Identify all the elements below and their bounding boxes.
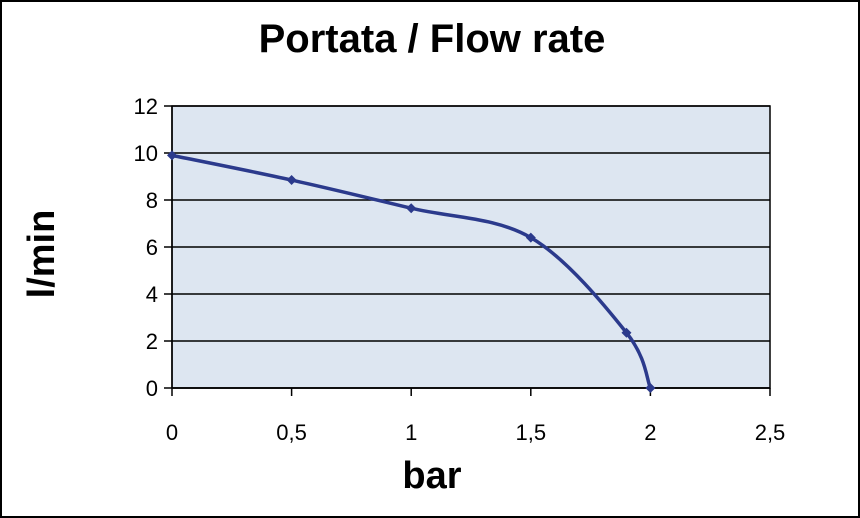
data-point-marker — [645, 383, 656, 393]
x-tick-label: 0,5 — [276, 420, 307, 445]
data-point-marker — [406, 203, 417, 214]
y-tick-label: 6 — [146, 235, 158, 260]
x-axis-label: bar — [402, 455, 461, 497]
y-tick-labels: 0 2 4 6 8 10 12 — [134, 94, 158, 401]
data-point-marker — [286, 175, 297, 186]
x-tick-label: 2 — [644, 420, 656, 445]
y-axis-label: l/min — [21, 210, 63, 299]
x-tick-label: 2,5 — [755, 420, 786, 445]
x-tick-label: 0 — [166, 420, 178, 445]
y-tick-label: 10 — [134, 141, 158, 166]
data-point-marker — [167, 150, 177, 161]
data-point-marker — [621, 327, 632, 338]
y-tick-label: 12 — [134, 94, 158, 119]
y-tick-label: 4 — [146, 282, 158, 307]
x-tick-labels: 0 0,5 1 1,5 2 2,5 — [166, 420, 785, 445]
chart-title: Portata / Flow rate — [259, 17, 606, 61]
y-tick-label: 0 — [146, 376, 158, 401]
x-tick-label: 1 — [405, 420, 417, 445]
data-point-marker — [525, 232, 536, 243]
y-tick-label: 8 — [146, 188, 158, 213]
y-tick-label: 2 — [146, 329, 158, 354]
series-layer — [167, 150, 656, 393]
x-tick-label: 1,5 — [516, 420, 547, 445]
